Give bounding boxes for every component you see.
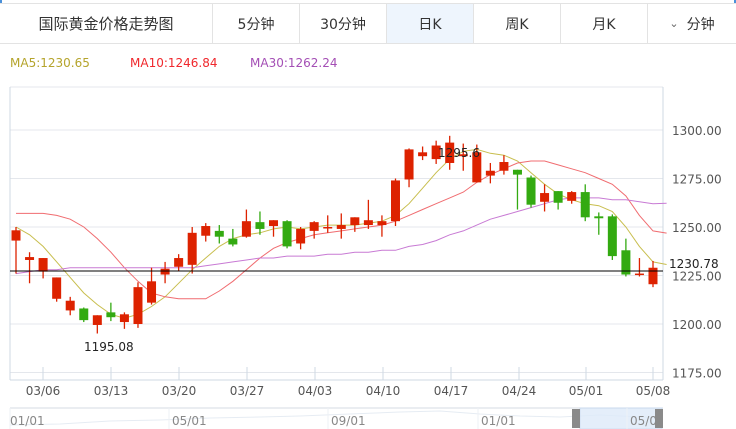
tab-weekly-k[interactable]: 周K [474, 4, 561, 43]
tab-5min[interactable]: 5分钟 [213, 4, 300, 43]
tab-daily-k[interactable]: 日K [387, 4, 474, 43]
candle[interactable] [92, 315, 102, 334]
chevron-down-icon: ⌄ [669, 17, 679, 30]
candle[interactable] [65, 296, 75, 316]
navigator-tick-label: 05/01 [172, 414, 207, 428]
candle[interactable] [648, 260, 658, 288]
candle[interactable] [607, 214, 617, 260]
candle[interactable] [580, 184, 590, 222]
x-tick-label: 03/27 [230, 384, 265, 398]
candle[interactable] [174, 254, 184, 271]
period-tab-bar: 国际黄金价格走势图 5分钟 30分钟 日K 周K 月K ⌄ 分钟 [0, 3, 736, 44]
candle[interactable] [296, 227, 306, 250]
y-tick-label: 1250.00 [672, 221, 722, 235]
candle[interactable] [594, 212, 604, 235]
candle[interactable] [336, 213, 346, 239]
y-tick-label: 1275.00 [672, 173, 722, 187]
candle[interactable] [38, 258, 48, 279]
x-tick-label: 04/17 [434, 384, 469, 398]
x-tick-label: 03/20 [162, 384, 197, 398]
candle[interactable] [323, 215, 333, 233]
minute-dropdown-label: 分钟 [686, 16, 715, 33]
candle[interactable] [201, 223, 211, 242]
high-annotation: 1295.6 [438, 146, 480, 160]
chart-title: 国际黄金价格走势图 [0, 4, 213, 43]
candle[interactable] [526, 175, 536, 208]
tab-monthly-k[interactable]: 月K [561, 4, 648, 43]
y-tick-label: 1175.00 [672, 367, 722, 381]
candle[interactable] [133, 282, 143, 328]
candle[interactable] [567, 191, 577, 204]
current-price-label: 1230.78 [669, 257, 719, 271]
candle[interactable] [147, 267, 157, 305]
candle[interactable] [119, 312, 129, 329]
candle[interactable] [363, 199, 373, 229]
candle[interactable] [106, 302, 116, 322]
x-tick-label: 05/08 [636, 384, 671, 398]
candle[interactable] [255, 211, 265, 235]
candle[interactable] [472, 144, 482, 183]
candle[interactable] [621, 238, 631, 277]
candle[interactable] [540, 184, 550, 212]
candle[interactable] [404, 148, 414, 188]
navigator-handle-left[interactable] [572, 409, 580, 428]
ma10-legend: MA10:1246.84 [130, 56, 218, 70]
navigator-tick-label: 01/01 [481, 414, 516, 428]
x-tick-label: 05/01 [569, 384, 604, 398]
x-tick-label: 03/13 [94, 384, 129, 398]
candle[interactable] [431, 140, 441, 164]
top-left-edge [0, 0, 2, 3]
candle[interactable] [350, 217, 360, 232]
x-tick-label: 04/03 [298, 384, 333, 398]
x-tick-label: 04/24 [502, 384, 537, 398]
tab-30min[interactable]: 30分钟 [300, 4, 387, 43]
candle[interactable] [458, 143, 468, 171]
x-tick-label: 04/10 [366, 384, 401, 398]
candle[interactable] [187, 227, 197, 274]
candle[interactable] [228, 228, 238, 247]
candle[interactable] [634, 258, 644, 277]
y-tick-label: 1200.00 [672, 318, 722, 332]
navigator-handle-right[interactable] [655, 409, 663, 428]
candle[interactable] [418, 146, 428, 161]
candle[interactable] [160, 261, 170, 284]
x-tick-label: 03/06 [26, 384, 61, 398]
candle[interactable] [553, 191, 563, 210]
navigator-tick-label: 05/0 [630, 414, 657, 428]
candle[interactable] [499, 155, 509, 175]
top-right-edge [734, 0, 736, 3]
candle[interactable] [445, 135, 455, 170]
navigator-tick-label: 09/01 [331, 414, 366, 428]
candle[interactable] [485, 162, 495, 184]
candle[interactable] [214, 225, 224, 244]
candle[interactable] [309, 221, 319, 239]
minute-dropdown[interactable]: ⌄ 分钟 [648, 4, 736, 43]
candle[interactable] [11, 227, 21, 274]
candle[interactable] [52, 277, 62, 302]
candle[interactable] [79, 307, 89, 323]
low-annotation: 1195.08 [84, 340, 134, 354]
candle[interactable] [25, 252, 35, 284]
candle[interactable] [512, 169, 522, 210]
candle[interactable] [390, 178, 400, 227]
navigator-tick-label: 01/01 [10, 414, 45, 428]
candle[interactable] [241, 209, 251, 238]
candle[interactable] [282, 220, 292, 249]
ma5-legend: MA5:1230.65 [10, 56, 90, 70]
y-tick-label: 1225.00 [672, 270, 722, 284]
y-tick-label: 1300.00 [672, 124, 722, 138]
candle[interactable] [377, 215, 387, 237]
ma30-legend: MA30:1262.24 [250, 56, 338, 70]
candle[interactable] [269, 220, 279, 237]
